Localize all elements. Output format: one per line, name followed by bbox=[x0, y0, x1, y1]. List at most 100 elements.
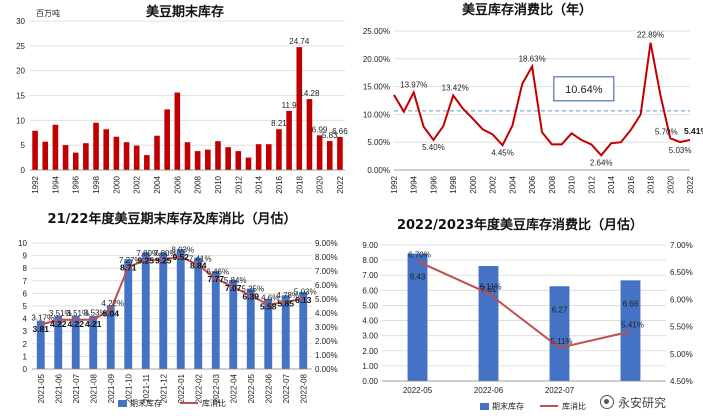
bar-data-label: 7.07 bbox=[225, 283, 242, 293]
bar bbox=[42, 141, 49, 170]
bar-data-label: 7.61 bbox=[481, 285, 497, 294]
line-data-label: 7.80% bbox=[154, 249, 177, 258]
x-tick-label: 2022 bbox=[336, 175, 345, 193]
x-tick-label: 2000 bbox=[112, 175, 121, 193]
y-tick-label-right: 6.00% bbox=[670, 295, 693, 304]
y-tick-label: 25.00% bbox=[363, 27, 390, 36]
line-data-label: 3.51% bbox=[66, 309, 89, 318]
x-tick-label: 2012 bbox=[234, 175, 243, 193]
x-tick-label: 2021-11 bbox=[142, 373, 151, 402]
x-tick-label: 1994 bbox=[51, 175, 60, 193]
legend-swatch-bar bbox=[480, 403, 489, 410]
legend-label-bar: 期末库存 bbox=[492, 401, 524, 411]
bar bbox=[52, 124, 59, 170]
x-tick-label: 2006 bbox=[173, 175, 182, 193]
x-tick-label: 2021-07 bbox=[72, 373, 81, 403]
y-tick-label-left: 3 bbox=[23, 327, 28, 336]
bar bbox=[144, 155, 150, 170]
line-data-label: 5.25% bbox=[241, 285, 264, 294]
x-tick-label: 2020 bbox=[316, 175, 325, 193]
chart-title: 美豆期末库存 bbox=[146, 4, 224, 20]
legend-swatch-bar bbox=[118, 400, 127, 407]
annotation-text: 10.64% bbox=[565, 84, 603, 96]
y-tick-label-left: 8 bbox=[23, 264, 28, 273]
line-data-label: 3.51% bbox=[49, 309, 72, 318]
bar bbox=[229, 279, 238, 369]
bar bbox=[306, 99, 313, 170]
x-tick-label: 2002 bbox=[489, 175, 498, 193]
y-tick-label: 5 bbox=[21, 141, 26, 150]
bar bbox=[176, 249, 185, 369]
x-tick-label: 1996 bbox=[429, 175, 438, 193]
y-tick-label-right: 7.00% bbox=[315, 267, 338, 276]
bar bbox=[246, 288, 255, 369]
data-label: 6.99 bbox=[312, 125, 328, 134]
bar bbox=[113, 136, 120, 170]
bar bbox=[71, 315, 80, 369]
bar-data-label: 6.13 bbox=[295, 295, 312, 305]
x-tick-label: 2004 bbox=[508, 175, 517, 193]
x-tick-label: 1994 bbox=[410, 175, 419, 193]
y-tick-label-right: 5.00% bbox=[315, 295, 338, 304]
x-tick-label: 2016 bbox=[627, 175, 636, 193]
y-tick-label-left: 1.00 bbox=[362, 362, 378, 371]
watermark: 永安研究 bbox=[600, 392, 700, 412]
bar bbox=[265, 144, 272, 170]
data-label: 5.03% bbox=[669, 146, 692, 155]
y-tick-label-left: 4.00 bbox=[362, 317, 378, 326]
line-data-label: 6.70% bbox=[408, 250, 431, 259]
bar bbox=[407, 253, 428, 381]
y-tick-label-right: 9.00% bbox=[315, 239, 338, 248]
bar-data-label: 6.66 bbox=[623, 299, 639, 308]
x-tick-label: 2022-07 bbox=[282, 373, 291, 403]
x-tick-label: 2022-05 bbox=[403, 386, 433, 395]
x-tick-label: 2000 bbox=[469, 175, 478, 193]
x-tick-label: 2022-05 bbox=[247, 373, 256, 403]
x-tick-label: 2018 bbox=[647, 175, 656, 193]
chart-title: 美豆库存消费比（年） bbox=[462, 2, 592, 18]
y-tick-label-right: 5.00% bbox=[670, 350, 693, 359]
bar bbox=[54, 315, 63, 369]
y-tick-label-left: 9 bbox=[23, 252, 28, 261]
bar bbox=[299, 291, 308, 369]
bar-data-label: 5.04 bbox=[102, 308, 119, 318]
data-label: 13.42% bbox=[442, 83, 469, 92]
x-tick-label: 2018 bbox=[295, 175, 304, 193]
bar-data-label: 4.21 bbox=[85, 319, 102, 329]
bar bbox=[141, 252, 150, 369]
bar bbox=[124, 259, 133, 369]
x-tick-label: 2008 bbox=[194, 175, 203, 193]
x-tick-label: 2014 bbox=[255, 175, 264, 193]
bar bbox=[194, 257, 203, 369]
y-tick-label-left: 9.00 bbox=[362, 241, 378, 250]
bar-data-label: 8.84 bbox=[190, 261, 207, 271]
bar bbox=[276, 129, 282, 170]
y-tick-label-left: 0.00 bbox=[362, 377, 378, 386]
bar-data-label: 8.43 bbox=[410, 273, 426, 282]
bar bbox=[326, 141, 333, 170]
line-data-label: 5.41% bbox=[621, 320, 644, 329]
data-label: 13.97% bbox=[400, 80, 427, 89]
y-tick-label-right: 0.00% bbox=[315, 365, 338, 374]
x-tick-label: 2022-08 bbox=[299, 373, 308, 403]
y-tick-label-left: 10 bbox=[18, 239, 27, 248]
bar-data-label: 5.85 bbox=[277, 298, 294, 308]
bar bbox=[255, 144, 262, 170]
bar-data-label: 4.22 bbox=[67, 319, 84, 329]
x-tick-label: 2021-09 bbox=[107, 373, 116, 403]
x-tick-label: 2012 bbox=[587, 175, 596, 193]
line-data-label: 6.11% bbox=[479, 282, 501, 291]
x-tick-label: 2021-12 bbox=[159, 373, 168, 403]
line-data-label: 4.6% bbox=[261, 294, 279, 303]
data-label: 24.74 bbox=[289, 37, 310, 46]
chart-stock-to-use-annual: 美豆库存消费比（年） 0.00% 5.00% 10.00% 15.00% 20.00% 25… bbox=[363, 2, 703, 194]
bar-data-label: 3.81 bbox=[32, 324, 49, 334]
data-label: 11.9 bbox=[282, 101, 298, 110]
bar bbox=[245, 157, 252, 170]
y-tick-label-left: 5.00 bbox=[362, 301, 378, 310]
bar bbox=[215, 141, 221, 170]
bar bbox=[83, 143, 89, 170]
line-data-label: 7.80% bbox=[136, 249, 159, 258]
bar bbox=[281, 295, 290, 369]
x-tick-label: 2021-05 bbox=[37, 373, 46, 403]
